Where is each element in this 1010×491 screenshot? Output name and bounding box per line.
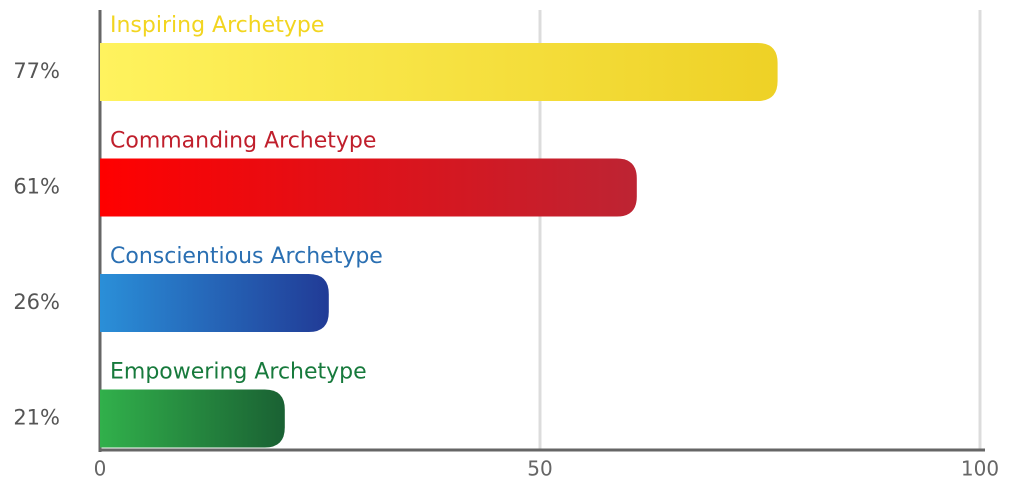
category-label: Inspiring Archetype — [110, 13, 324, 38]
value-label: 77% — [13, 59, 60, 83]
category-label: Conscientious Archetype — [110, 244, 383, 269]
category-label: Empowering Archetype — [110, 360, 367, 385]
bar — [100, 43, 778, 101]
bar — [100, 389, 285, 448]
value-label: 21% — [13, 406, 60, 430]
x-tick-label: 0 — [94, 457, 107, 481]
category-label: Commanding Archetype — [110, 129, 376, 154]
x-tick-label: 100 — [961, 457, 999, 481]
bar — [100, 274, 329, 332]
value-label: 61% — [13, 175, 60, 199]
bar — [100, 158, 637, 217]
value-label: 26% — [13, 290, 60, 314]
x-tick-label: 50 — [527, 457, 552, 481]
